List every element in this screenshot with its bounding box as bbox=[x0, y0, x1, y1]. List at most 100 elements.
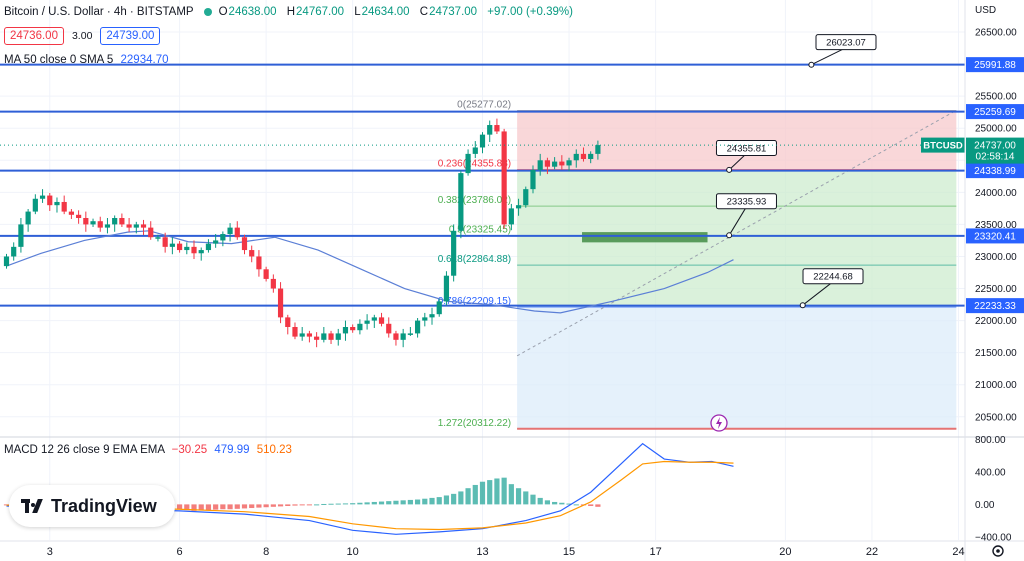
candle-body bbox=[213, 240, 219, 244]
candle-body bbox=[371, 317, 377, 321]
moving-average-line bbox=[6, 230, 734, 314]
macd-histogram-bar bbox=[277, 504, 284, 507]
symbol-title[interactable]: Bitcoin / U.S. Dollar · 4h · BITSTAMP bbox=[4, 6, 194, 18]
candle-body bbox=[508, 208, 514, 225]
macd-histogram-bar bbox=[198, 504, 204, 511]
macd-histogram-bar bbox=[328, 503, 334, 505]
macd-histogram-bar bbox=[378, 501, 385, 505]
level-price-tag-label: 23320.41 bbox=[974, 231, 1016, 242]
fib-zone bbox=[517, 265, 957, 308]
ma-legend[interactable]: MA 50 close 0 SMA 5 22934.70 bbox=[4, 54, 168, 66]
macd-histogram-bar bbox=[386, 501, 392, 505]
candle-body bbox=[76, 214, 82, 218]
candle-body bbox=[580, 153, 587, 160]
macd-histogram-bar bbox=[465, 488, 471, 505]
candle-body bbox=[277, 288, 284, 318]
macd-histogram-bar bbox=[176, 504, 183, 510]
macd-histogram-bar bbox=[552, 501, 558, 505]
quote-panel: 24736.00 3.00 24739.00 bbox=[4, 27, 161, 45]
candle-body bbox=[140, 224, 147, 228]
macd-histogram-bar bbox=[371, 501, 377, 505]
symbol-tag-label: BTCUSD bbox=[923, 141, 963, 152]
x-tick-label: 13 bbox=[476, 546, 488, 558]
candle-body bbox=[451, 230, 457, 276]
callout-label: 26023.07 bbox=[826, 38, 866, 49]
candle-body bbox=[241, 237, 248, 251]
candle-body bbox=[566, 160, 572, 166]
candle-body bbox=[386, 323, 392, 334]
candle-body bbox=[393, 333, 399, 340]
sell-price-button[interactable]: 24736.00 bbox=[4, 27, 64, 45]
level-price-tag-label: 25991.88 bbox=[974, 60, 1016, 71]
candle-body bbox=[176, 243, 183, 251]
last-price-tag-label: 24737.00 bbox=[974, 141, 1016, 152]
currency-label: USD bbox=[975, 5, 996, 16]
macd-histogram-bar bbox=[472, 484, 478, 505]
candle-body bbox=[472, 147, 478, 154]
macd-legend[interactable]: MACD 12 26 close 9 EMA EMA −30.25 479.99… bbox=[4, 444, 292, 456]
level-price-tag bbox=[966, 163, 1024, 179]
candle-body bbox=[198, 250, 204, 254]
macd-histogram-bar bbox=[270, 504, 276, 507]
candle-body bbox=[494, 125, 500, 132]
macd-histogram-bar bbox=[306, 504, 313, 506]
level-price-tag-label: 22233.33 bbox=[974, 301, 1016, 312]
level-price-tag-label: 24338.99 bbox=[974, 166, 1016, 177]
candle-body bbox=[400, 333, 406, 340]
macd-histogram-bar bbox=[501, 477, 507, 505]
close-value: 24737.00 bbox=[429, 6, 478, 18]
y-tick-label: 23000.00 bbox=[975, 252, 1017, 263]
candle-body bbox=[429, 314, 435, 318]
y-tick-label: 21000.00 bbox=[975, 380, 1017, 391]
candle-body bbox=[321, 333, 327, 340]
macd-histogram-bar bbox=[588, 504, 594, 506]
macd-histogram-bar bbox=[429, 497, 435, 505]
tradingview-logo-icon bbox=[21, 499, 45, 513]
macd-y-tick-label: 800.00 bbox=[975, 435, 1006, 446]
level-price-tag bbox=[966, 104, 1024, 120]
x-tick-label: 8 bbox=[263, 546, 269, 558]
macd-histogram-bar bbox=[523, 491, 529, 505]
candle-body bbox=[364, 320, 370, 324]
macd-hist-value: −30.25 bbox=[171, 444, 208, 456]
candle-body bbox=[544, 160, 551, 167]
macd-histogram-bar bbox=[285, 504, 291, 506]
fib-level-label: 0.618(22864.88) bbox=[438, 254, 511, 265]
candle-body bbox=[285, 317, 291, 327]
macd-histogram-bar bbox=[414, 499, 421, 505]
candle-body bbox=[328, 333, 334, 340]
macd-histogram-bar bbox=[559, 502, 565, 505]
candle-body bbox=[11, 246, 17, 257]
macd-histogram-bar bbox=[364, 502, 370, 505]
candle-body bbox=[97, 221, 103, 228]
candle-body bbox=[148, 227, 154, 238]
macd-histogram-bar bbox=[422, 498, 428, 505]
candle-body bbox=[191, 246, 197, 254]
callout-box bbox=[815, 34, 877, 51]
low-label: L bbox=[354, 6, 361, 18]
x-tick-label: 3 bbox=[47, 546, 53, 558]
callout-anchor bbox=[808, 61, 815, 68]
candle-body bbox=[407, 333, 413, 335]
buy-price-button[interactable]: 24739.00 bbox=[100, 27, 161, 45]
macd-histogram-bar bbox=[263, 504, 269, 508]
candle-body bbox=[227, 227, 233, 235]
candle-body bbox=[465, 153, 471, 174]
candle-body bbox=[3, 256, 10, 267]
candle-body bbox=[414, 320, 421, 334]
low-value: 24634.00 bbox=[361, 6, 410, 18]
candle-body bbox=[39, 195, 46, 199]
callout-anchor bbox=[726, 232, 733, 239]
callout-leader bbox=[728, 206, 747, 236]
market-status-dot bbox=[203, 8, 212, 16]
macd-histogram-bar bbox=[515, 488, 522, 505]
macd-histogram-bar bbox=[393, 500, 399, 505]
candle-body bbox=[559, 161, 565, 166]
candle-body bbox=[205, 243, 212, 251]
tradingview-logo[interactable]: TradingView bbox=[9, 485, 175, 527]
macd-histogram-bar bbox=[234, 504, 240, 509]
macd-histogram-bar bbox=[573, 504, 579, 506]
macd-histogram-bar bbox=[227, 504, 233, 510]
macd-histogram-bar bbox=[451, 493, 457, 505]
